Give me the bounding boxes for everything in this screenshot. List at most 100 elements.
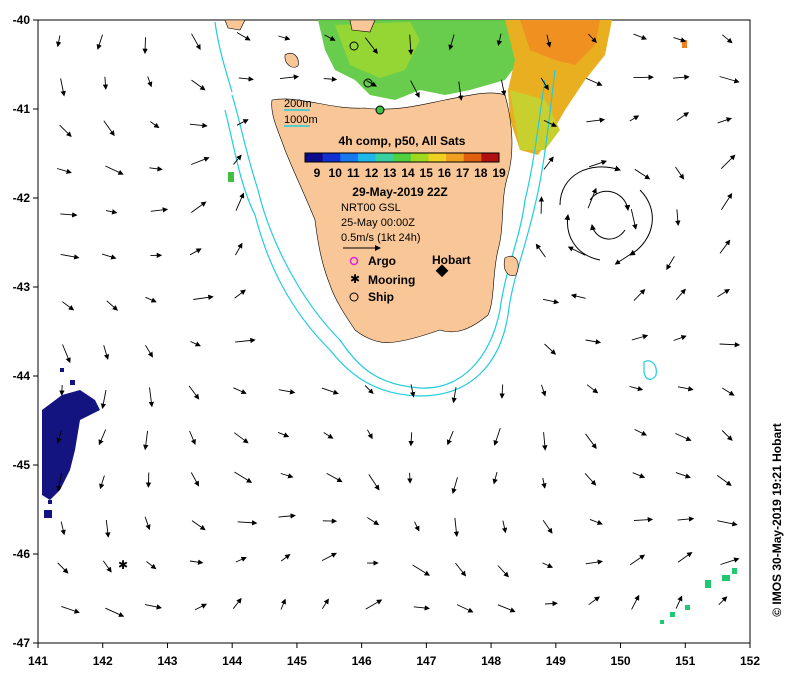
current-arrow: [56, 472, 63, 492]
argo-label: Argo: [368, 254, 396, 268]
current-arrow: [280, 554, 291, 562]
current-arrow: [233, 154, 242, 165]
lon-tick-label: 152: [740, 654, 760, 668]
colorbar-tick-label: 9: [314, 166, 321, 180]
current-arrow: [235, 242, 243, 256]
current-arrow: [673, 37, 687, 43]
ship-label: Ship: [368, 290, 394, 304]
ship-markers: [349, 41, 385, 115]
latitude-labels: -40 -41 -42 -43 -44 -45 -46 -47: [13, 13, 38, 650]
current-arrow: [56, 35, 62, 48]
lat-tick-label: -40: [13, 13, 31, 27]
sst-patches: [42, 20, 737, 624]
current-arrow: [588, 596, 600, 606]
current-arrow: [189, 248, 202, 256]
current-arrow: [717, 289, 730, 298]
colorbar-swatch: [375, 153, 394, 162]
current-arrow: [102, 560, 112, 573]
sst-legend: 4h comp, p50, All Sats 9 10 11 12 13 14 15 16 17…: [304, 134, 506, 199]
current-arrow: [493, 427, 501, 446]
current-arrow: [675, 209, 681, 226]
lon-tick-label: 142: [93, 654, 113, 668]
current-arrow: [101, 253, 117, 260]
current-arrow: [232, 597, 242, 609]
current-arrow: [323, 432, 334, 439]
current-arrow: [631, 594, 640, 610]
current-arrow: [414, 521, 420, 532]
current-arrow: [500, 79, 507, 96]
current-arrow: [585, 433, 597, 450]
current-arrow: [60, 78, 66, 97]
current-arrow: [368, 474, 380, 491]
current-arrow: [279, 74, 300, 80]
current-arrow: [408, 432, 414, 447]
sst-colorbar-ticks: 9 10 11 12 13 14 15 16 17 18 19: [314, 166, 506, 180]
current-arrow: [191, 520, 206, 531]
isobath-200-label: 200m: [284, 98, 312, 110]
current-arrow: [629, 115, 640, 122]
colorbar-swatch: [305, 153, 324, 162]
current-arrow: [367, 429, 373, 440]
current-arrow: [412, 564, 430, 576]
current-arrow: [278, 513, 296, 519]
colorbar-tick-label: 10: [329, 166, 343, 180]
current-arrow: [142, 37, 148, 55]
current-arrow: [631, 334, 649, 341]
current-arrow: [540, 77, 549, 91]
current-arrow: [544, 600, 558, 607]
colorbar-tick-label: 11: [347, 166, 360, 180]
current-arrow: [149, 166, 163, 172]
current-arrow: [677, 551, 693, 563]
current-arrow: [446, 430, 454, 446]
current-arrow: [586, 117, 605, 123]
current-arrow: [586, 384, 599, 394]
current-arrow: [501, 520, 508, 534]
current-arrow: [543, 119, 558, 127]
current-arrow: [588, 159, 607, 168]
colorbar-swatch: [322, 153, 341, 162]
current-arrow: [235, 337, 256, 344]
isobath-legend: 200m 1000m: [284, 98, 318, 127]
lon-tick-label: 145: [287, 654, 307, 668]
current-arrow: [280, 473, 294, 479]
current-arrow: [236, 32, 251, 41]
current-arrow: [541, 477, 547, 489]
current-arrow: [719, 341, 741, 348]
current-arrow: [235, 192, 245, 211]
ship-symbol: [349, 292, 359, 302]
current-arrow: [144, 516, 151, 531]
current-arrow: [413, 605, 430, 611]
lon-tick-label: 147: [416, 654, 436, 668]
lat-tick-label: -42: [13, 191, 31, 205]
colorbar-tick-label: 18: [474, 166, 488, 180]
hobart-marker: Hobart: [432, 253, 471, 278]
current-arrow: [367, 517, 380, 526]
current-arrow: [150, 121, 160, 129]
current-arrow: [234, 432, 249, 444]
lon-tick-label: 144: [222, 654, 242, 668]
lon-tick-label: 149: [546, 654, 566, 668]
current-arrow: [542, 298, 560, 305]
current-arrow: [323, 76, 338, 82]
current-arrow: [105, 165, 124, 175]
current-arrow: [629, 554, 646, 566]
current-arrow: [238, 76, 254, 82]
current-arrow: [587, 33, 597, 43]
current-arrow: [672, 74, 690, 80]
current-arrow: [543, 156, 554, 170]
current-arrow: [280, 598, 286, 610]
current-arrow: [666, 256, 675, 270]
current-arrow: [630, 209, 638, 230]
current-arrow: [365, 599, 383, 610]
current-arrow: [105, 607, 125, 617]
current-arrow: [193, 294, 214, 301]
lon-tick-label: 151: [675, 654, 695, 668]
colorbar-tick-label: 14: [401, 166, 415, 180]
sst-legend-title: 4h comp, p50, All Sats: [339, 134, 466, 148]
current-arrow: [233, 387, 247, 395]
current-arrow: [633, 516, 654, 523]
sst-colorbar: [304, 152, 500, 163]
colorbar-frame: [304, 152, 500, 163]
longitude-labels: 141 142 143 144 145 146 147 148 149 150 151 152: [28, 643, 760, 668]
